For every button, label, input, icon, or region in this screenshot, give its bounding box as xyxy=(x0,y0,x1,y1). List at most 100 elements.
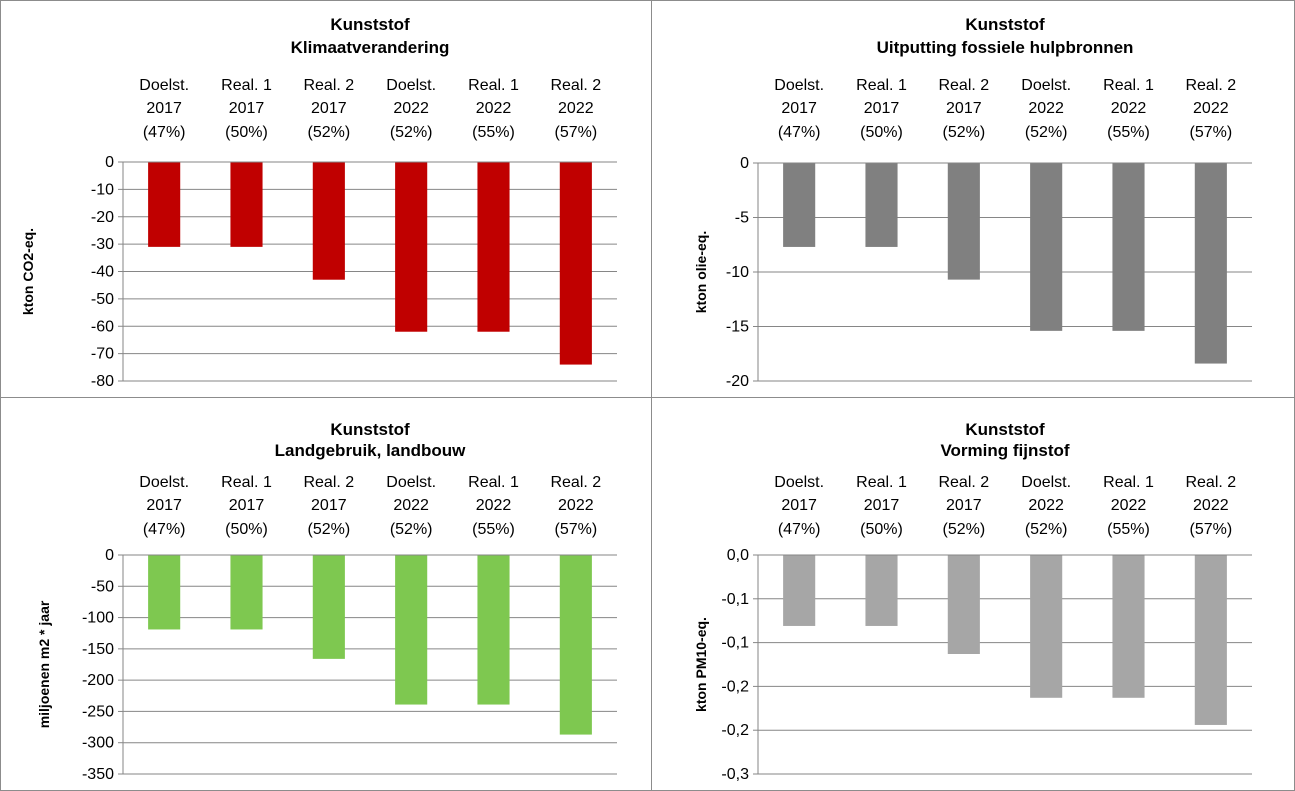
y-tick-label: -15 xyxy=(726,319,749,336)
bar xyxy=(230,162,263,247)
category-label: 2022 xyxy=(1193,497,1229,514)
chart-svg: Kunststof Vorming fijnstof 0,0 -0,1 -0,1 -0,2… xyxy=(693,420,1252,783)
category-label: (52%) xyxy=(390,124,433,141)
chart-title: Kunststof xyxy=(330,420,410,439)
chart-svg: Kunststof Uitputting fossiele hulpbronnen… xyxy=(693,15,1252,390)
y-tick-label: 0 xyxy=(105,154,114,171)
category-label: Real. 2 xyxy=(1185,474,1236,491)
bar xyxy=(947,163,980,280)
chart-title: Kunststof xyxy=(965,15,1045,34)
category-label: (55%) xyxy=(1107,521,1150,538)
category-label: Real. 2 xyxy=(938,77,989,94)
chart-subtitle: Vorming fijnstof xyxy=(940,441,1069,460)
category-label: (57%) xyxy=(554,124,597,141)
y-tick-label: -60 xyxy=(91,318,114,335)
category-label: Real. 2 xyxy=(550,474,601,491)
category-label: (55%) xyxy=(472,124,515,141)
category-label: (55%) xyxy=(1107,124,1150,141)
y-tick-label: -150 xyxy=(82,641,114,658)
y-tick-label: -70 xyxy=(91,346,114,363)
bar xyxy=(477,162,510,332)
category-label: (47%) xyxy=(143,124,186,141)
category-label: (57%) xyxy=(554,521,597,538)
bar xyxy=(559,162,592,365)
category-label: (52%) xyxy=(390,521,433,538)
category-label: 2017 xyxy=(864,497,900,514)
chart-subtitle: Landgebruik, landbouw xyxy=(275,441,467,460)
y-axis-label: kton PM10-eq. xyxy=(693,617,709,712)
category-label: Real. 2 xyxy=(1185,77,1236,94)
category-label: (52%) xyxy=(1025,521,1068,538)
category-label: 2017 xyxy=(146,497,182,514)
category-label: 2022 xyxy=(1028,497,1064,514)
category-label: (52%) xyxy=(942,521,985,538)
y-tick-label: -30 xyxy=(91,236,114,253)
category-label: Real. 1 xyxy=(221,77,272,94)
y-tick-label: -20 xyxy=(91,209,114,226)
category-label: 2022 xyxy=(1193,100,1229,117)
category-label: Doelst. xyxy=(1021,77,1071,94)
category-label: Real. 1 xyxy=(221,474,272,491)
category-label: Real. 1 xyxy=(856,77,907,94)
y-tick-label: -50 xyxy=(91,578,114,595)
y-tick-label: -300 xyxy=(82,735,114,752)
y-tick-label: 0 xyxy=(105,547,114,564)
bar xyxy=(312,162,345,280)
y-tick-label: -20 xyxy=(726,373,749,390)
category-label: (50%) xyxy=(860,124,903,141)
category-label: 2022 xyxy=(476,497,512,514)
category-label: 2017 xyxy=(229,100,265,117)
category-label: Doelst. xyxy=(386,474,436,491)
y-tick-label: -0,3 xyxy=(721,766,749,783)
bar xyxy=(1194,163,1227,364)
category-label: 2017 xyxy=(781,100,817,117)
category-label: 2022 xyxy=(558,497,594,514)
chart-title: Kunststof xyxy=(330,15,410,34)
bar xyxy=(783,555,816,626)
category-label: Doelst. xyxy=(774,77,824,94)
category-label: (47%) xyxy=(778,521,821,538)
category-label: 2022 xyxy=(1111,497,1147,514)
chart-subtitle: Uitputting fossiele hulpbronnen xyxy=(877,38,1134,57)
bar xyxy=(1112,163,1145,331)
chart-title: Kunststof xyxy=(965,420,1045,439)
bar xyxy=(312,555,345,659)
bar xyxy=(477,555,510,705)
category-label: 2022 xyxy=(393,497,429,514)
category-label: 2022 xyxy=(558,100,594,117)
category-label: (52%) xyxy=(307,521,350,538)
bar xyxy=(865,163,898,247)
category-label: 2022 xyxy=(1028,100,1064,117)
bar xyxy=(230,555,263,630)
bar xyxy=(395,162,428,332)
bar xyxy=(1194,555,1227,725)
bar xyxy=(1030,163,1063,331)
y-tick-label: -80 xyxy=(91,373,114,390)
y-tick-label: -40 xyxy=(91,264,114,281)
y-tick-label: -10 xyxy=(91,181,114,198)
bar xyxy=(1112,555,1145,698)
category-label: 2017 xyxy=(311,100,347,117)
category-label: 2017 xyxy=(946,497,982,514)
y-tick-label: -200 xyxy=(82,672,114,689)
category-label: Doelst. xyxy=(1021,474,1071,491)
category-label: Real. 2 xyxy=(303,77,354,94)
category-label: 2022 xyxy=(1111,100,1147,117)
category-label: Doelst. xyxy=(774,474,824,491)
y-tick-label: -0,2 xyxy=(721,678,749,695)
y-axis-label: kton olie-eq. xyxy=(693,231,709,313)
category-label: 2017 xyxy=(229,497,265,514)
y-tick-label: -5 xyxy=(735,210,749,227)
y-tick-label: -0,1 xyxy=(721,635,749,652)
chart-svg: Kunststof Landgebruik, landbouw 0 -50 -100 -1… xyxy=(36,420,617,783)
category-label: Doelst. xyxy=(139,77,189,94)
chart-panel-klimaatverandering: Kunststof Klimaatverandering 0 -10 -20 -30 -40… xyxy=(0,0,652,398)
category-label: (52%) xyxy=(1025,124,1068,141)
category-label: (52%) xyxy=(307,124,350,141)
category-label: 2022 xyxy=(476,100,512,117)
category-label: 2017 xyxy=(146,100,182,117)
category-label: Real. 1 xyxy=(468,77,519,94)
bar xyxy=(865,555,898,626)
category-label: (47%) xyxy=(143,521,186,538)
